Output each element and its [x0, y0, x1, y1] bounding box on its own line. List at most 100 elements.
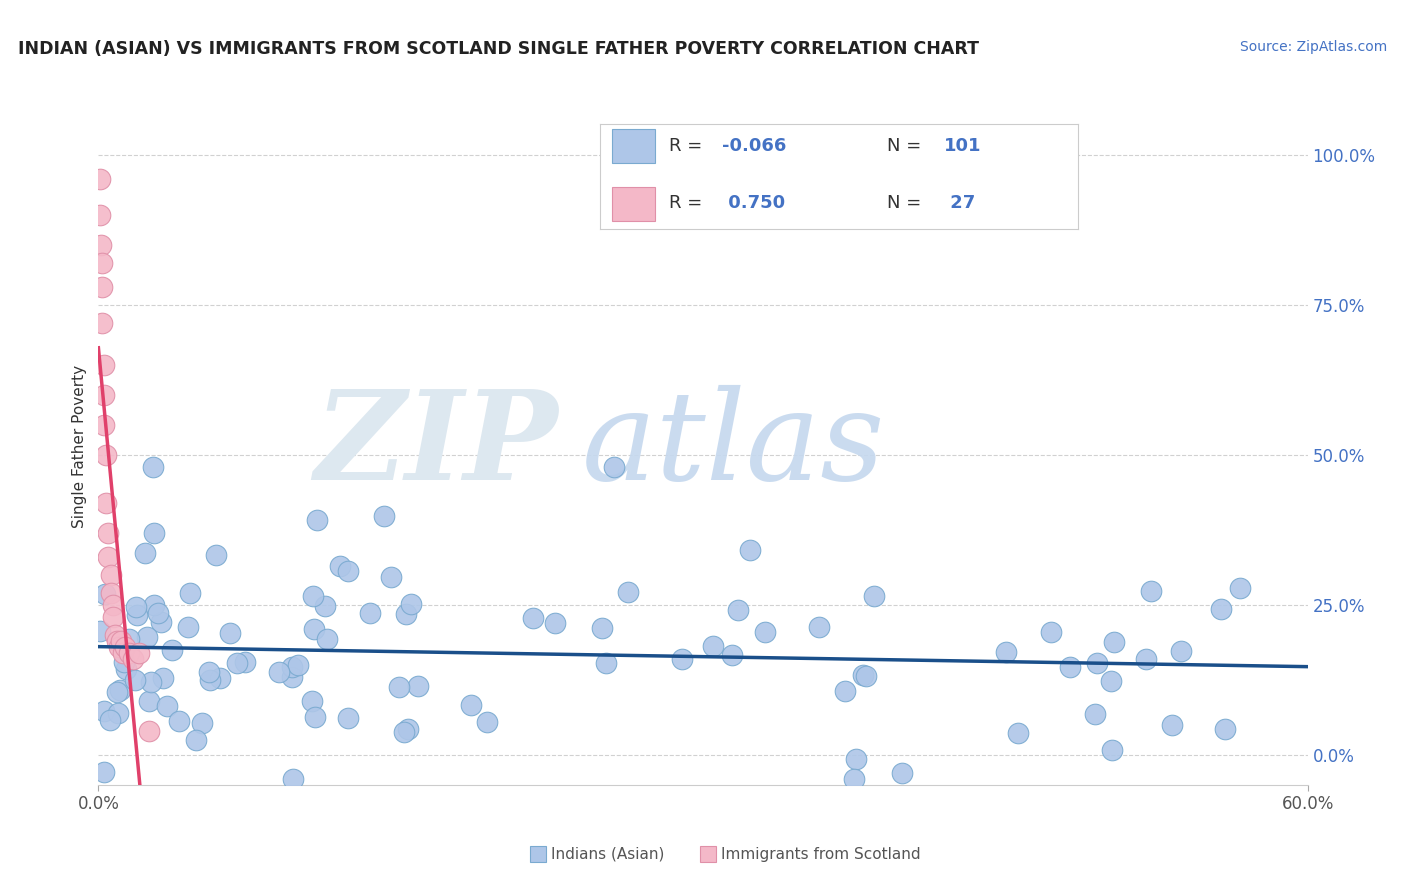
Point [200, 673, 222, 687]
Point [98, 713, 121, 727]
Point [114, 661, 136, 675]
Point [152, 671, 174, 685]
Point [146, 606, 169, 620]
Point [162, 642, 184, 657]
Point [118, 646, 141, 660]
Point [114, 655, 136, 669]
Point [591, 622, 613, 636]
Point [125, 608, 148, 623]
Point [1229, 582, 1251, 596]
Point [1209, 602, 1232, 616]
Point [143, 598, 166, 612]
Point [845, 752, 868, 766]
Point [543, 615, 565, 630]
Point [124, 673, 146, 687]
Point [301, 589, 323, 603]
Point [233, 655, 256, 669]
Point [754, 624, 776, 639]
Point [125, 599, 148, 614]
Point [1170, 643, 1192, 657]
Point [380, 569, 402, 583]
Point [110, 634, 132, 648]
Point [329, 558, 352, 573]
Point [720, 648, 742, 662]
Point [218, 626, 240, 640]
Bar [530, 846, 546, 862]
Text: ZIP: ZIP [314, 385, 558, 507]
Point [475, 715, 498, 730]
Point [91, 280, 114, 294]
Point [399, 598, 422, 612]
Point [101, 610, 124, 624]
Text: INDIAN (ASIAN) VS IMMIGRANTS FROM SCOTLAND SINGLE FATHER POVERTY CORRELATION CHA: INDIAN (ASIAN) VS IMMIGRANTS FROM SCOTLA… [18, 40, 979, 58]
Point [139, 675, 162, 690]
Point [595, 656, 617, 670]
Point [702, 640, 724, 654]
Point [281, 670, 304, 684]
Point [107, 706, 129, 720]
Point [603, 460, 626, 475]
Point [149, 615, 172, 630]
Point [852, 667, 875, 681]
Point [176, 620, 198, 634]
Point [143, 526, 166, 541]
Point [1039, 624, 1062, 639]
Point [156, 698, 179, 713]
Text: Indians (Asian): Indians (Asian) [551, 847, 665, 862]
Point [135, 630, 157, 644]
Point [142, 460, 165, 475]
Point [862, 589, 884, 603]
Point [727, 603, 749, 617]
Point [1140, 584, 1163, 599]
Point [844, 772, 866, 786]
Point [460, 698, 482, 712]
Point [1099, 673, 1122, 688]
Point [138, 694, 160, 708]
Point [179, 586, 201, 600]
Point [738, 543, 761, 558]
Point [134, 546, 156, 560]
Point [100, 586, 122, 600]
Point [89, 172, 111, 186]
Point [522, 611, 544, 625]
Point [111, 646, 134, 660]
Point [191, 715, 214, 730]
Point [406, 679, 429, 693]
Point [118, 632, 141, 646]
Point [336, 564, 359, 578]
Point [91, 316, 114, 330]
Point [301, 694, 323, 708]
Point [994, 645, 1017, 659]
Point [209, 671, 232, 685]
Point [90, 238, 112, 252]
Point [1213, 722, 1236, 736]
Point [112, 640, 135, 655]
Point [226, 656, 249, 670]
Point [1104, 634, 1126, 648]
Point [855, 669, 877, 683]
Point [302, 622, 325, 636]
Point [395, 607, 418, 622]
Point [1084, 706, 1107, 721]
Point [97, 526, 120, 541]
Point [1101, 743, 1123, 757]
Point [101, 598, 124, 612]
Point [89, 208, 111, 222]
Point [93, 417, 115, 432]
Point [281, 772, 304, 786]
Point [267, 665, 290, 680]
Point [671, 652, 693, 666]
Text: Immigrants from Scotland: Immigrants from Scotland [721, 847, 921, 862]
Point [121, 652, 143, 666]
Point [281, 659, 304, 673]
Point [1161, 718, 1184, 732]
Point [890, 765, 912, 780]
Point [128, 646, 150, 660]
Point [834, 684, 856, 698]
Point [108, 683, 131, 698]
Point [93, 388, 115, 402]
Text: Source: ZipAtlas.com: Source: ZipAtlas.com [1240, 40, 1388, 54]
Point [1059, 659, 1081, 673]
Text: atlas: atlas [582, 385, 886, 507]
Point [305, 513, 328, 527]
